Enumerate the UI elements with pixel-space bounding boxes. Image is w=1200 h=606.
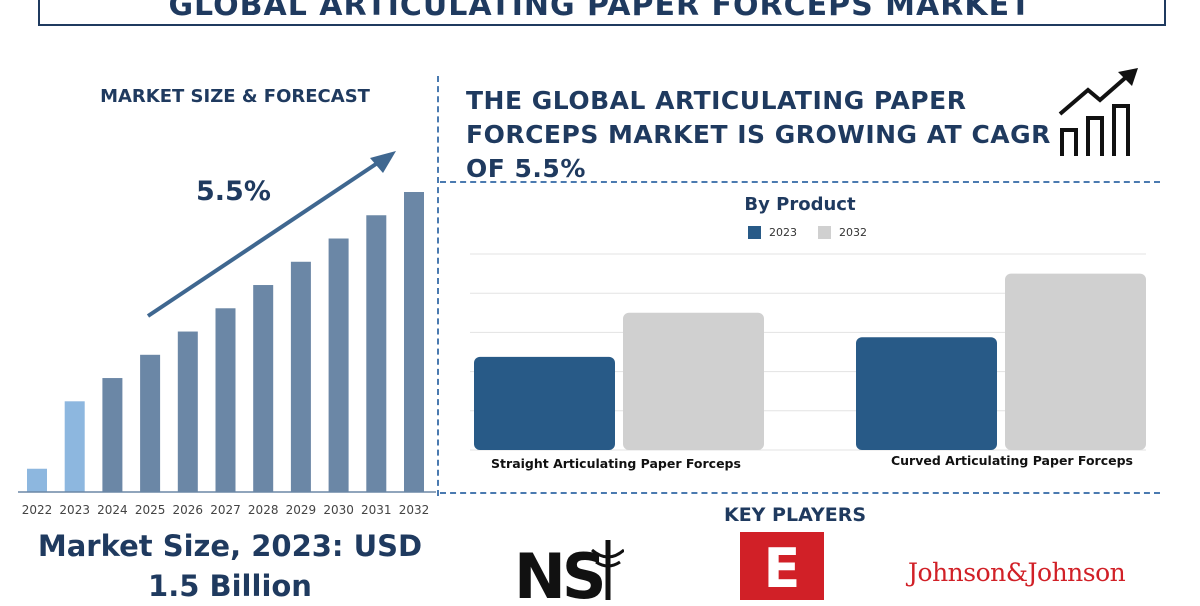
category-label-curved: Curved Articulating Paper Forceps xyxy=(890,453,1133,468)
forecast-bars xyxy=(27,192,424,493)
headline: THE GLOBAL ARTICULATING PAPER FORCEPS MA… xyxy=(466,86,1051,183)
forecast-tick-2031: 2031 xyxy=(361,503,392,517)
product-bars xyxy=(474,273,1146,450)
forecast-bar-2028 xyxy=(253,285,274,492)
johnson-and-johnson-logo: Johnson&Johnson xyxy=(908,558,1126,587)
nsi-logo-letters: NS xyxy=(514,540,603,600)
market-forecast-heading: MARKET SIZE & FORECAST xyxy=(100,86,370,107)
product-bar-straight-2023 xyxy=(474,356,615,450)
growth-chart-icon xyxy=(1058,68,1138,156)
forecast-tick-2023: 2023 xyxy=(59,503,90,517)
forecast-bar-2023 xyxy=(64,401,85,492)
e-logo-letter: E xyxy=(763,537,801,600)
forecast-bar-2027 xyxy=(215,308,236,492)
headline-divider xyxy=(440,181,1160,183)
product-bar-curved-2032 xyxy=(1005,273,1146,450)
forecast-tick-2022: 2022 xyxy=(22,503,53,517)
forecast-bar-2029 xyxy=(290,261,311,492)
forecast-tick-2027: 2027 xyxy=(210,503,241,517)
forecast-tick-labels: 2022 2023 2024 2025 2026 2027 2028 2029 2030 2031… xyxy=(22,503,430,517)
product-bar-chart xyxy=(470,253,1146,451)
nsi-logo: NS xyxy=(514,540,624,600)
by-product-title: By Product xyxy=(744,194,856,215)
legend-label-2023: 2023 xyxy=(769,226,797,239)
key-players-title: KEY PLAYERS xyxy=(723,504,867,526)
forecast-tick-2024: 2024 xyxy=(97,503,128,517)
product-bar-straight-2032 xyxy=(623,312,764,450)
forecast-bar-2032 xyxy=(404,192,424,492)
forecast-bar-2022 xyxy=(27,468,47,492)
title-banner xyxy=(38,0,1166,26)
forecast-bar-chart: 2022 2023 2024 2025 2026 2027 2028 2029 2030 2031… xyxy=(18,151,436,517)
trend-arrow-icon xyxy=(146,151,396,318)
legend-label-2032: 2032 xyxy=(839,226,867,239)
forecast-tick-2032: 2032 xyxy=(399,503,430,517)
forecast-bar-2030 xyxy=(328,238,349,492)
legend-2023: 2023 xyxy=(748,226,797,239)
legend-swatch-2023 xyxy=(748,226,761,239)
forecast-tick-2028: 2028 xyxy=(248,503,279,517)
forecast-tick-2029: 2029 xyxy=(286,503,317,517)
legend-2032: 2032 xyxy=(818,226,867,239)
vertical-divider xyxy=(437,76,439,496)
forecast-bar-2025 xyxy=(140,354,161,492)
forecast-tick-2025: 2025 xyxy=(135,503,166,517)
forecast-tick-2026: 2026 xyxy=(173,503,204,517)
category-label-straight: Straight Articulating Paper Forceps xyxy=(491,456,741,471)
cagr-label: 5.5% xyxy=(196,176,271,207)
market-size-text: Market Size, 2023: USD 1.5 Billion xyxy=(37,529,423,603)
product-bar-curved-2023 xyxy=(856,337,997,450)
legend-swatch-2032 xyxy=(818,226,831,239)
e-company-logo xyxy=(740,532,824,600)
forecast-bar-2031 xyxy=(366,215,387,493)
forecast-bar-2024 xyxy=(102,378,123,492)
key-players-divider xyxy=(440,492,1160,494)
forecast-tick-2030: 2030 xyxy=(323,503,354,517)
page-title: GLOBAL ARTICULATING PAPER FORCEPS MARKET xyxy=(168,0,1032,23)
forecast-bar-2026 xyxy=(177,331,198,492)
